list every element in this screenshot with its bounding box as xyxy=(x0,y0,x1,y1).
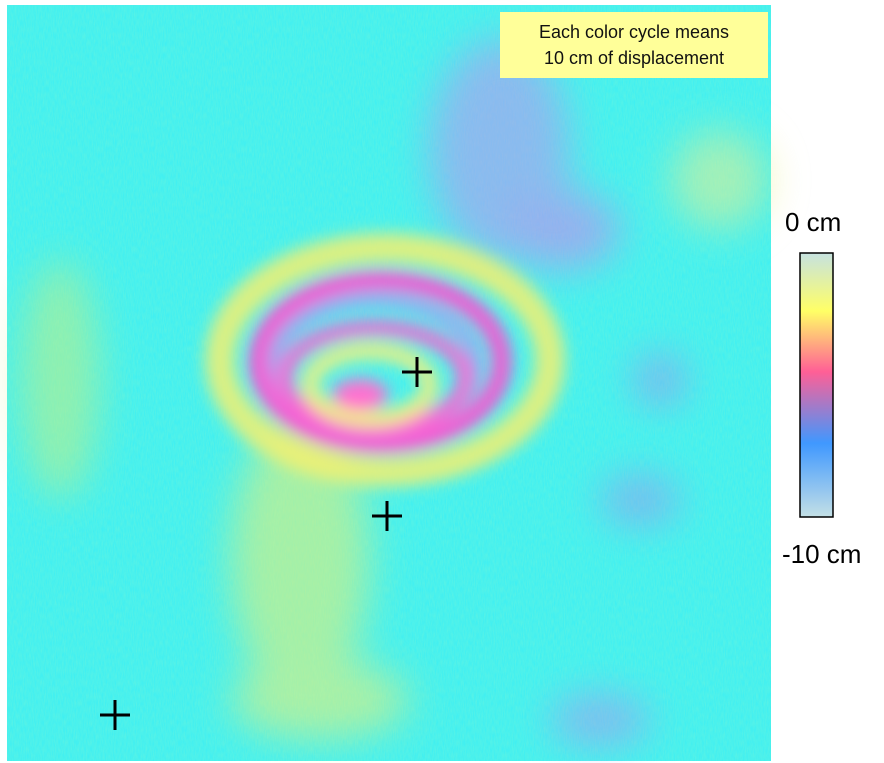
colorbar: 0 cm -10 cm xyxy=(782,207,861,569)
page: {"annotation": {"lines": ["Each color cy… xyxy=(0,0,884,763)
annotation-text: 10 cm of displacement xyxy=(544,48,724,68)
colorbar-bottom-label: -10 cm xyxy=(782,539,861,569)
interferogram-image xyxy=(7,5,771,761)
colorbar-top-label: 0 cm xyxy=(785,207,841,237)
colorbar-scale xyxy=(800,253,833,517)
annotation-box: Each color cycle means 10 cm of displace… xyxy=(500,12,768,78)
annotation-text: Each color cycle means xyxy=(539,22,729,42)
interferogram-figure: Each color cycle means 10 cm of displace… xyxy=(0,0,884,763)
